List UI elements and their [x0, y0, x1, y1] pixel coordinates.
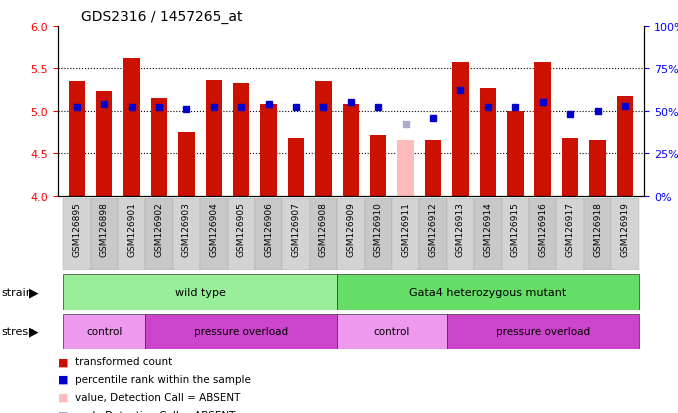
Bar: [617, 96, 633, 196]
Text: GSM126910: GSM126910: [374, 202, 383, 256]
Bar: [342, 105, 359, 196]
Text: ▶: ▶: [28, 286, 38, 299]
Text: control: control: [86, 326, 123, 337]
Text: GSM126901: GSM126901: [127, 202, 136, 256]
Bar: [145, 198, 173, 271]
Bar: [365, 198, 392, 271]
Bar: [173, 198, 200, 271]
Bar: [310, 198, 337, 271]
Bar: [145, 314, 337, 349]
Text: GSM126915: GSM126915: [511, 202, 520, 256]
Bar: [151, 99, 167, 196]
Text: GSM126906: GSM126906: [264, 202, 273, 256]
Text: GSM126904: GSM126904: [210, 202, 218, 256]
Text: pressure overload: pressure overload: [194, 326, 288, 337]
Bar: [118, 198, 145, 271]
Bar: [447, 314, 639, 349]
Bar: [474, 198, 502, 271]
Text: percentile rank within the sample: percentile rank within the sample: [75, 374, 250, 384]
Text: strain: strain: [1, 287, 33, 297]
Bar: [589, 141, 605, 196]
Text: rank, Detection Call = ABSENT: rank, Detection Call = ABSENT: [75, 410, 235, 413]
Bar: [315, 82, 332, 196]
Text: ■: ■: [58, 356, 68, 366]
Bar: [63, 314, 145, 349]
Bar: [233, 83, 250, 196]
Text: GSM126907: GSM126907: [292, 202, 300, 256]
Text: control: control: [374, 326, 410, 337]
Bar: [63, 198, 91, 271]
Text: ▶: ▶: [28, 325, 38, 338]
Bar: [68, 82, 85, 196]
Bar: [479, 89, 496, 196]
Text: transformed count: transformed count: [75, 356, 172, 366]
Text: stress: stress: [1, 326, 34, 337]
Text: GSM126905: GSM126905: [237, 202, 245, 256]
Bar: [507, 112, 523, 196]
Text: GSM126903: GSM126903: [182, 202, 191, 256]
Bar: [288, 139, 304, 196]
Text: GSM126902: GSM126902: [155, 202, 163, 256]
Bar: [447, 198, 474, 271]
Bar: [392, 198, 420, 271]
Bar: [96, 92, 113, 196]
Text: value, Detection Call = ABSENT: value, Detection Call = ABSENT: [75, 392, 240, 402]
Bar: [611, 198, 639, 271]
Text: ■: ■: [58, 410, 68, 413]
Text: GSM126911: GSM126911: [401, 202, 410, 256]
Text: GSM126895: GSM126895: [73, 202, 81, 256]
Text: GSM126919: GSM126919: [620, 202, 629, 256]
Bar: [337, 198, 365, 271]
Bar: [557, 198, 584, 271]
Bar: [228, 198, 255, 271]
Bar: [260, 105, 277, 196]
Bar: [370, 135, 386, 196]
Text: GSM126898: GSM126898: [100, 202, 108, 256]
Bar: [123, 59, 140, 196]
Text: pressure overload: pressure overload: [496, 326, 590, 337]
Bar: [200, 198, 228, 271]
Text: GDS2316 / 1457265_at: GDS2316 / 1457265_at: [81, 10, 243, 24]
Bar: [502, 198, 529, 271]
Bar: [337, 275, 639, 310]
Bar: [584, 198, 611, 271]
Text: GSM126909: GSM126909: [346, 202, 355, 256]
Text: GSM126918: GSM126918: [593, 202, 602, 256]
Bar: [452, 63, 468, 196]
Bar: [534, 62, 551, 196]
Bar: [91, 198, 118, 271]
Text: GSM126912: GSM126912: [428, 202, 437, 256]
Bar: [63, 275, 337, 310]
Text: Gata4 heterozygous mutant: Gata4 heterozygous mutant: [410, 287, 567, 297]
Text: GSM126908: GSM126908: [319, 202, 328, 256]
Bar: [425, 141, 441, 196]
Text: GSM126914: GSM126914: [483, 202, 492, 256]
Text: GSM126913: GSM126913: [456, 202, 465, 256]
Bar: [255, 198, 282, 271]
Bar: [420, 198, 447, 271]
Text: ■: ■: [58, 392, 68, 402]
Bar: [282, 198, 310, 271]
Bar: [562, 139, 578, 196]
Bar: [397, 141, 414, 196]
Bar: [178, 133, 195, 196]
Text: GSM126917: GSM126917: [565, 202, 575, 256]
Text: wild type: wild type: [175, 287, 226, 297]
Text: ■: ■: [58, 374, 68, 384]
Bar: [529, 198, 557, 271]
Bar: [205, 81, 222, 196]
Bar: [337, 314, 447, 349]
Text: GSM126916: GSM126916: [538, 202, 547, 256]
